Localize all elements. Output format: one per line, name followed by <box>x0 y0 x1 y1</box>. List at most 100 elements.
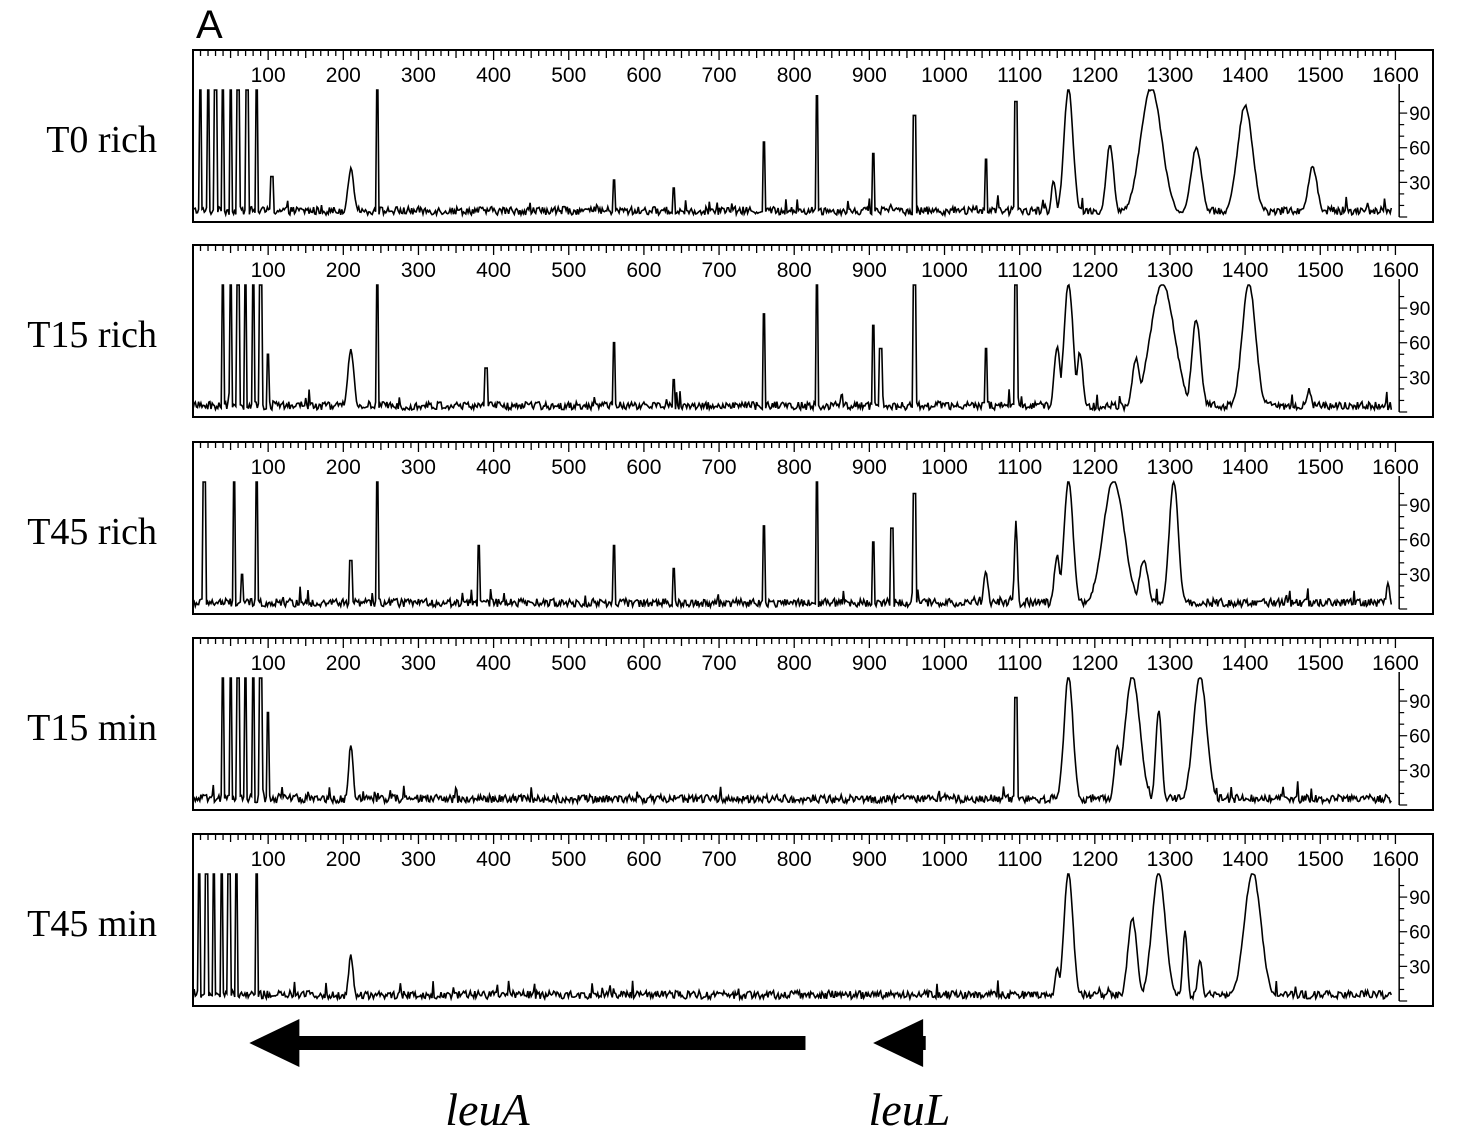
x-tick-label: 900 <box>852 652 887 675</box>
row-label: T45 min <box>27 903 157 945</box>
x-tick-label: 1000 <box>921 652 968 675</box>
x-tick-label: 200 <box>326 64 361 87</box>
x-tick-label: 1100 <box>997 848 1042 871</box>
gene-label: leuL <box>869 1084 951 1135</box>
x-tick-label: 100 <box>251 848 286 871</box>
x-tick-label: 400 <box>476 848 511 871</box>
row-label: T15 rich <box>27 314 157 356</box>
signal-trace <box>192 88 1393 218</box>
signal-trace <box>192 283 1393 413</box>
x-tick-label: 300 <box>401 848 436 871</box>
y-tick-label: 90 <box>1409 888 1430 909</box>
x-tick-label: 700 <box>702 259 737 282</box>
x-tick-label: 1100 <box>997 456 1042 479</box>
x-tick-label: 300 <box>401 456 436 479</box>
y-tick-label: 30 <box>1409 761 1430 782</box>
y-tick-label: 90 <box>1409 692 1430 713</box>
x-ruler: 100 200 300 400 500 600 700 800 900 1000 1100 1200 1… <box>192 50 1419 87</box>
x-tick-label: 1100 <box>997 64 1042 87</box>
x-tick-label: 1500 <box>1297 848 1344 871</box>
x-tick-label: 800 <box>777 456 812 479</box>
x-tick-label: 1000 <box>921 259 968 282</box>
x-tick-label: 1100 <box>997 259 1042 282</box>
x-tick-label: 700 <box>702 64 737 87</box>
x-tick-label: 800 <box>777 652 812 675</box>
x-tick-label: 400 <box>476 456 511 479</box>
y-axis: 30 60 90 <box>1398 84 1430 218</box>
x-tick-label: 1500 <box>1297 456 1344 479</box>
x-tick-label: 1400 <box>1222 64 1269 87</box>
x-tick-label: 1600 <box>1372 64 1419 87</box>
gene-arrow-head <box>873 1019 924 1067</box>
x-tick-label: 300 <box>401 652 436 675</box>
x-tick-label: 800 <box>777 64 812 87</box>
panel-frame <box>192 637 1434 811</box>
gene-arrow-head <box>249 1019 300 1067</box>
x-tick-label: 400 <box>476 259 511 282</box>
x-tick-label: 1600 <box>1372 259 1419 282</box>
signal-trace <box>192 873 1393 1002</box>
x-tick-label: 1200 <box>1071 64 1118 87</box>
x-tick-label: 1100 <box>997 652 1042 675</box>
x-tick-label: 900 <box>852 848 887 871</box>
panels: T0 rich 100 200 300 400 500 600 700 800 900 1000 11… <box>27 49 1434 1007</box>
x-ruler: 100 200 300 400 500 600 700 800 900 1000 1100 1200 1… <box>192 834 1419 871</box>
x-tick-label: 800 <box>777 259 812 282</box>
x-tick-label: 600 <box>626 259 661 282</box>
x-tick-label: 100 <box>251 652 286 675</box>
x-tick-label: 800 <box>777 848 812 871</box>
x-ruler: 100 200 300 400 500 600 700 800 900 1000 1100 1200 1… <box>192 245 1419 282</box>
y-tick-label: 60 <box>1409 923 1430 944</box>
x-tick-label: 200 <box>326 652 361 675</box>
x-tick-label: 600 <box>626 652 661 675</box>
y-tick-label: 60 <box>1409 139 1430 160</box>
y-tick-label: 30 <box>1409 368 1430 389</box>
x-tick-label: 700 <box>702 456 737 479</box>
x-tick-label: 700 <box>702 652 737 675</box>
x-tick-label: 1500 <box>1297 64 1344 87</box>
x-tick-label: 400 <box>476 64 511 87</box>
x-tick-label: 1500 <box>1297 652 1344 675</box>
y-tick-label: 30 <box>1409 957 1430 978</box>
panel-frame <box>192 49 1434 223</box>
y-tick-label: 60 <box>1409 334 1430 355</box>
y-tick-label: 30 <box>1409 173 1430 194</box>
x-tick-label: 100 <box>251 259 286 282</box>
x-tick-label: 1300 <box>1147 456 1194 479</box>
y-axis: 30 60 90 <box>1398 672 1430 806</box>
x-tick-label: 1000 <box>921 848 968 871</box>
panel-frame <box>192 833 1434 1007</box>
x-tick-label: 100 <box>251 456 286 479</box>
x-tick-label: 500 <box>551 456 586 479</box>
panel-frame <box>192 441 1434 615</box>
x-tick-label: 1300 <box>1147 652 1194 675</box>
x-tick-label: 500 <box>551 652 586 675</box>
gene-leul: leuL <box>869 1019 951 1135</box>
x-tick-label: 1600 <box>1372 456 1419 479</box>
gene-leua: leuA <box>249 1019 806 1135</box>
x-tick-label: 200 <box>326 456 361 479</box>
y-tick-label: 60 <box>1409 727 1430 748</box>
y-tick-label: 90 <box>1409 496 1430 517</box>
x-tick-label: 500 <box>551 259 586 282</box>
x-tick-label: 1500 <box>1297 259 1344 282</box>
x-tick-label: 1300 <box>1147 64 1194 87</box>
panel-letter: A <box>196 3 223 47</box>
x-tick-label: 1400 <box>1222 848 1269 871</box>
panel-frame <box>192 244 1434 418</box>
x-tick-label: 1200 <box>1071 259 1118 282</box>
x-tick-label: 1600 <box>1372 848 1419 871</box>
x-tick-label: 900 <box>852 259 887 282</box>
x-tick-label: 1200 <box>1071 652 1118 675</box>
x-tick-label: 300 <box>401 64 436 87</box>
x-tick-label: 1300 <box>1147 259 1194 282</box>
x-tick-label: 1600 <box>1372 652 1419 675</box>
x-tick-label: 1400 <box>1222 652 1269 675</box>
signal-trace <box>192 479 1393 610</box>
x-tick-label: 600 <box>626 64 661 87</box>
x-tick-label: 1400 <box>1222 456 1269 479</box>
x-tick-label: 1300 <box>1147 848 1194 871</box>
